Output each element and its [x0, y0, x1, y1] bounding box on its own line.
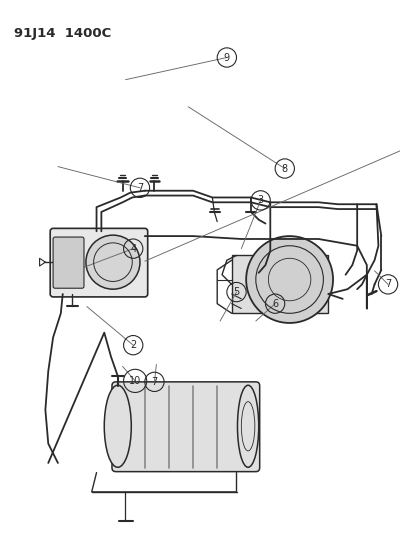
Text: 6: 6 [271, 298, 278, 309]
Text: 9: 9 [223, 53, 229, 62]
Text: 10: 10 [129, 376, 141, 386]
FancyBboxPatch shape [112, 382, 259, 472]
Circle shape [86, 235, 140, 289]
Text: 2: 2 [130, 340, 136, 350]
Text: 7: 7 [151, 377, 157, 387]
FancyBboxPatch shape [53, 237, 84, 288]
FancyBboxPatch shape [231, 255, 328, 313]
Ellipse shape [104, 385, 131, 467]
Text: 5: 5 [233, 287, 239, 297]
Text: 1: 1 [411, 140, 413, 149]
Text: 3: 3 [257, 196, 263, 205]
Text: 7: 7 [384, 279, 390, 289]
FancyBboxPatch shape [50, 228, 147, 297]
Circle shape [246, 236, 332, 323]
Ellipse shape [237, 385, 258, 467]
Text: 91J14  1400C: 91J14 1400C [14, 27, 112, 39]
Text: 8: 8 [281, 164, 287, 174]
Text: 7: 7 [137, 183, 143, 193]
Text: 4: 4 [130, 244, 136, 254]
